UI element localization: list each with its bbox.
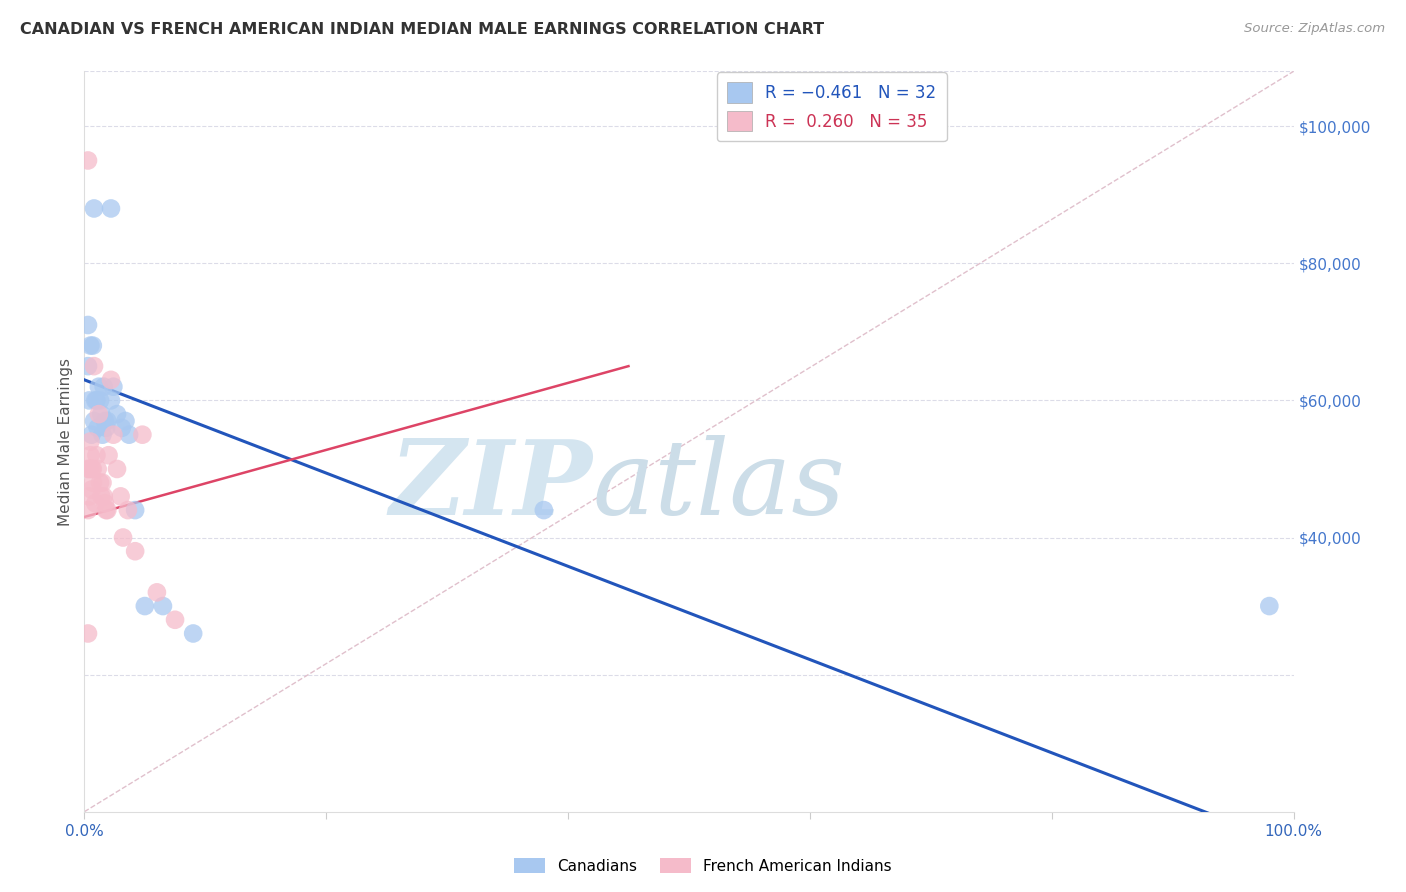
Point <box>79 338 101 352</box>
Point <box>90 489 112 503</box>
Point <box>89 393 111 408</box>
Point <box>533 503 555 517</box>
Point <box>86 393 108 408</box>
Point <box>77 503 100 517</box>
Point <box>100 202 122 216</box>
Point <box>94 496 117 510</box>
Point <box>134 599 156 613</box>
Point <box>86 448 108 462</box>
Point <box>117 503 139 517</box>
Point <box>87 380 110 394</box>
Point <box>82 462 104 476</box>
Point <box>165 613 187 627</box>
Point <box>86 421 108 435</box>
Legend: R = −0.461   N = 32, R =  0.260   N = 35: R = −0.461 N = 32, R = 0.260 N = 35 <box>717 72 946 141</box>
Point <box>80 462 103 476</box>
Point <box>131 427 153 442</box>
Point <box>90 407 112 421</box>
Point <box>79 448 101 462</box>
Point <box>103 380 125 394</box>
Point <box>100 373 122 387</box>
Text: ZIP: ZIP <box>389 435 592 537</box>
Point <box>103 427 125 442</box>
Point <box>77 393 100 408</box>
Point <box>77 359 100 373</box>
Point <box>124 503 146 517</box>
Legend: Canadians, French American Indians: Canadians, French American Indians <box>509 852 897 880</box>
Point <box>82 475 104 490</box>
Point <box>80 427 103 442</box>
Text: atlas: atlas <box>592 435 845 537</box>
Point <box>105 462 128 476</box>
Point <box>83 414 105 428</box>
Point <box>93 380 115 394</box>
Point <box>152 599 174 613</box>
Point <box>83 202 105 216</box>
Point <box>77 626 100 640</box>
Point <box>82 338 104 352</box>
Point <box>77 153 100 168</box>
Point <box>84 393 107 408</box>
Point <box>1258 599 1281 613</box>
Point <box>114 414 136 428</box>
Point <box>87 407 110 421</box>
Point <box>79 434 101 449</box>
Point <box>94 414 117 428</box>
Point <box>146 585 169 599</box>
Point <box>110 489 132 503</box>
Point <box>124 544 146 558</box>
Point <box>80 483 103 497</box>
Text: Source: ZipAtlas.com: Source: ZipAtlas.com <box>1244 22 1385 36</box>
Point <box>97 448 120 462</box>
Y-axis label: Median Male Earnings: Median Male Earnings <box>58 358 73 525</box>
Point <box>91 475 114 490</box>
Point <box>118 427 141 442</box>
Point <box>89 475 111 490</box>
Point <box>112 531 135 545</box>
Point <box>77 462 100 476</box>
Point <box>77 489 100 503</box>
Point <box>91 427 114 442</box>
Point <box>181 626 204 640</box>
Point <box>94 503 117 517</box>
Point <box>96 414 118 428</box>
Point <box>96 503 118 517</box>
Point <box>100 393 122 408</box>
Point <box>83 359 105 373</box>
Point <box>105 407 128 421</box>
Point <box>111 421 134 435</box>
Point <box>84 496 107 510</box>
Point <box>94 421 117 435</box>
Point <box>77 318 100 332</box>
Point <box>86 462 108 476</box>
Point <box>77 462 100 476</box>
Point <box>93 489 115 503</box>
Text: CANADIAN VS FRENCH AMERICAN INDIAN MEDIAN MALE EARNINGS CORRELATION CHART: CANADIAN VS FRENCH AMERICAN INDIAN MEDIA… <box>20 22 824 37</box>
